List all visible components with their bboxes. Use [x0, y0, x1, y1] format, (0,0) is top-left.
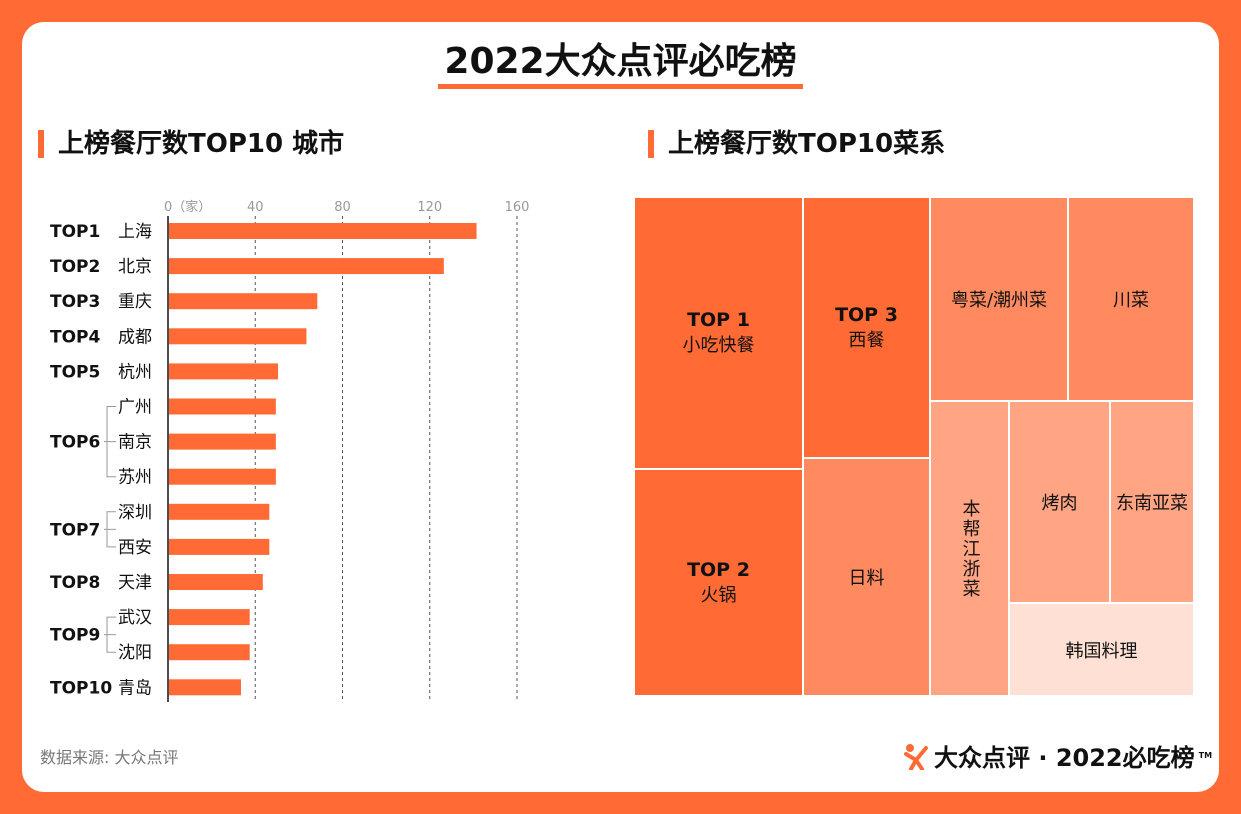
- treemap-label: 西餐: [848, 329, 885, 351]
- bar: [169, 679, 241, 696]
- city-label: 深圳: [118, 503, 152, 523]
- treemap-cell: TOP 1 小吃快餐: [634, 197, 803, 469]
- city-label: 上海: [118, 222, 152, 242]
- rank-label: TOP1: [50, 222, 100, 242]
- treemap-cell: 粤菜/潮州菜: [930, 197, 1068, 401]
- bar: [169, 223, 477, 239]
- page-title: 2022大众点评必吃榜: [0, 40, 1241, 89]
- treemap-rank: TOP 3: [835, 303, 898, 326]
- source-note: 数据来源: 大众点评: [40, 748, 179, 767]
- bar: [169, 644, 250, 661]
- rank-label: TOP7: [50, 520, 100, 540]
- city-label: 天津: [118, 573, 152, 593]
- treemap-label: 本帮江浙菜: [959, 498, 981, 599]
- city-label: 武汉: [118, 608, 152, 628]
- city-label: 重庆: [118, 292, 152, 312]
- treemap-label: 东南亚菜: [1116, 493, 1188, 514]
- bar: [169, 398, 276, 415]
- x-tick-label: 0（家）: [164, 199, 211, 215]
- treemap-cell: 川菜: [1068, 197, 1194, 401]
- city-label: 南京: [118, 433, 152, 453]
- treemap-cell: TOP 3 西餐: [803, 197, 930, 458]
- treemap-cell: 东南亚菜: [1110, 401, 1194, 603]
- treemap-cell: 日料: [803, 458, 930, 696]
- rank-label: TOP10: [50, 678, 112, 698]
- bar: [169, 328, 307, 345]
- dianping-person-icon: [904, 743, 928, 770]
- bar: [169, 363, 279, 380]
- treemap-label: 小吃快餐: [682, 335, 755, 356]
- x-tick-label: 40: [247, 200, 264, 215]
- dianping-logo: 大众点评 · 2022必吃榜 TM: [902, 738, 1212, 773]
- x-tick-label: 120: [417, 200, 442, 215]
- bar: [169, 468, 276, 485]
- treemap-label: 川菜: [1113, 290, 1149, 311]
- rank-label: TOP9: [50, 626, 100, 646]
- rank-label: TOP8: [50, 573, 100, 593]
- bar: [169, 574, 263, 590]
- treemap-rank: TOP 2: [687, 558, 750, 581]
- rank-label: TOP2: [50, 257, 100, 277]
- treemap-cell: 本帮江浙菜: [930, 401, 1009, 696]
- treemap-rank: TOP 1: [687, 309, 750, 331]
- city-label: 北京: [118, 257, 152, 277]
- city-label: 广州: [118, 398, 152, 418]
- bar: [169, 293, 318, 310]
- bar: [169, 538, 270, 555]
- city-label: 杭州: [118, 362, 152, 382]
- bar: [169, 609, 250, 626]
- city-label: 成都: [118, 327, 152, 347]
- city-label: 苏州: [118, 468, 152, 488]
- city-label: 西安: [118, 538, 152, 558]
- rank-label: TOP5: [50, 362, 100, 382]
- city-chart-title: 上榜餐厅数TOP10 城市: [38, 130, 344, 158]
- rank-label: TOP3: [50, 292, 100, 312]
- rank-label: TOP6: [50, 433, 100, 453]
- treemap-label: 日料: [848, 568, 885, 589]
- rank-label: TOP4: [50, 327, 101, 347]
- x-tick-label: 160: [505, 200, 530, 215]
- treemap-label: 韩国料理: [1065, 640, 1138, 662]
- treemap-cell: 烤肉: [1009, 401, 1110, 603]
- treemap-label: 烤肉: [1041, 493, 1078, 514]
- bar: [169, 433, 276, 450]
- cuisine-chart-title: 上榜餐厅数TOP10菜系: [648, 130, 945, 158]
- treemap-label: 火锅: [700, 584, 737, 606]
- bar: [169, 503, 270, 520]
- city-bar-chart: 0（家） 40 80 120 160 TOP1 上海 TOP2 北京 TOP3 重庆 TOP4 成都 TO…: [50, 199, 530, 702]
- city-label: 沈阳: [118, 643, 152, 663]
- x-tick-label: 80: [334, 200, 351, 215]
- treemap-label: 粤菜/潮州菜: [950, 290, 1048, 311]
- city-label: 青岛: [118, 678, 152, 698]
- bar: [169, 258, 444, 275]
- treemap-cell: TOP 2 火锅: [634, 469, 803, 696]
- treemap-cell: 韩国料理: [1009, 603, 1194, 696]
